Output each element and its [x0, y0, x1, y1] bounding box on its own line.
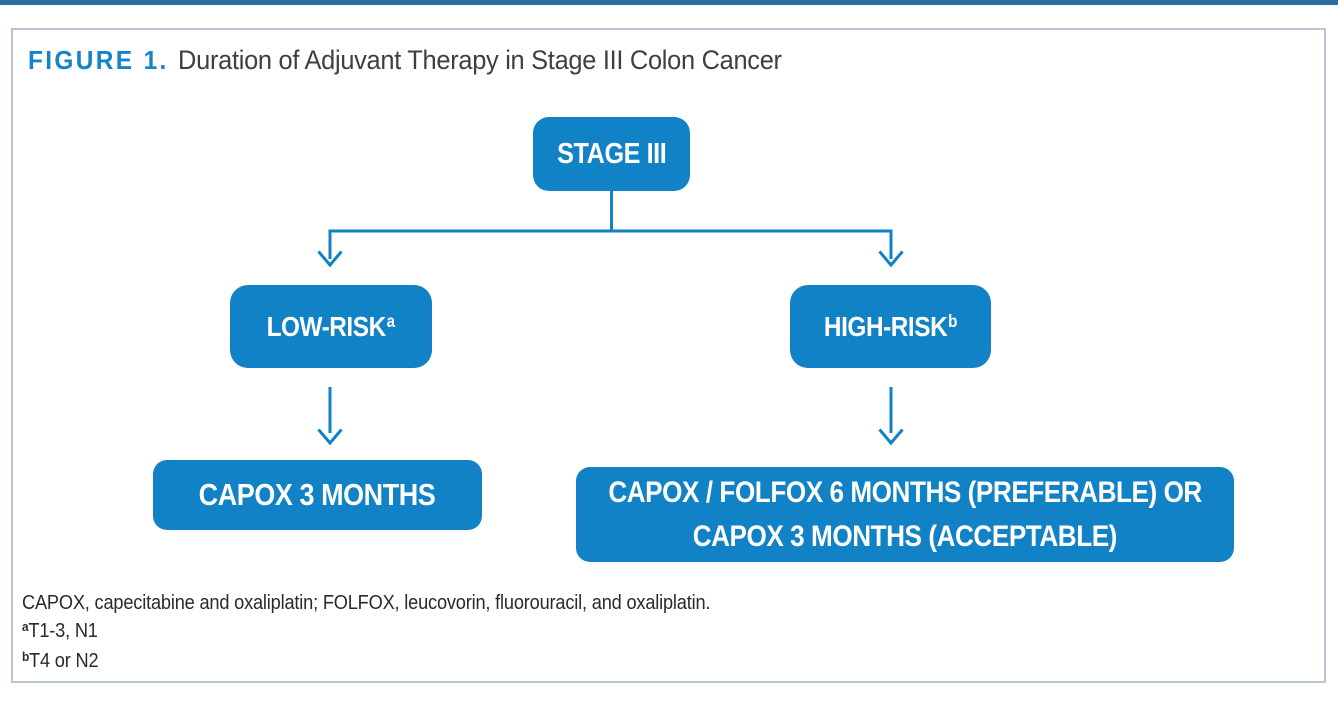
node-stage-iii: STAGE III	[533, 117, 690, 191]
figure-heading: FIGURE 1. Duration of Adjuvant Therapy in…	[28, 45, 830, 76]
node-label: CAPOX 3 MONTHS	[199, 477, 436, 512]
figure-label: FIGURE 1.	[28, 45, 169, 75]
footnote-b-marker: b	[22, 649, 30, 665]
arrow-down-low-outcome-icon	[317, 428, 343, 446]
figure-title: Duration of Adjuvant Therapy in Stage II…	[178, 45, 782, 75]
footnote-b-text: T4 or N2	[29, 650, 99, 672]
footnote-b: bT4 or N2	[22, 647, 710, 677]
footnote-a-marker: a	[22, 619, 29, 635]
node-low-risk: LOW-RISKa	[230, 285, 432, 368]
node-capox-3-months: CAPOX 3 MONTHS	[153, 460, 482, 530]
arrow-down-right-icon	[878, 250, 904, 268]
footnote-a-text: T1-3, N1	[28, 620, 98, 642]
node-high-risk: HIGH-RISKb	[790, 285, 991, 368]
node-label: HIGH-RISKb	[824, 311, 957, 343]
figure-heading-text: FIGURE 1. Duration of Adjuvant Therapy in…	[28, 45, 782, 76]
node-label: LOW-RISKa	[267, 311, 395, 343]
arrow-down-high-outcome-icon	[878, 428, 904, 446]
arrow-down-left-icon	[317, 250, 343, 268]
low-risk-text: LOW-RISK	[266, 310, 387, 342]
top-rule-bar	[0, 0, 1338, 5]
node-label-line-2: CAPOX 3 MONTHS (ACCEPTABLE)	[692, 519, 1118, 553]
node-capox-folfox: CAPOX / FOLFOX 6 MONTHS (PREFERABLE) OR …	[576, 467, 1234, 562]
high-risk-text: HIGH-RISK	[824, 310, 948, 342]
node-label: STAGE III	[556, 137, 667, 170]
low-risk-superscript: a	[387, 310, 395, 331]
footnote-a: aT1-3, N1	[22, 617, 710, 647]
node-label-line-1: CAPOX / FOLFOX 6 MONTHS (PREFERABLE) OR	[608, 475, 1202, 509]
footnotes: CAPOX, capecitabine and oxaliplatin; FOL…	[22, 589, 778, 677]
high-risk-superscript: b	[948, 310, 957, 331]
footnote-abbreviations: CAPOX, capecitabine and oxaliplatin; FOL…	[22, 592, 711, 614]
